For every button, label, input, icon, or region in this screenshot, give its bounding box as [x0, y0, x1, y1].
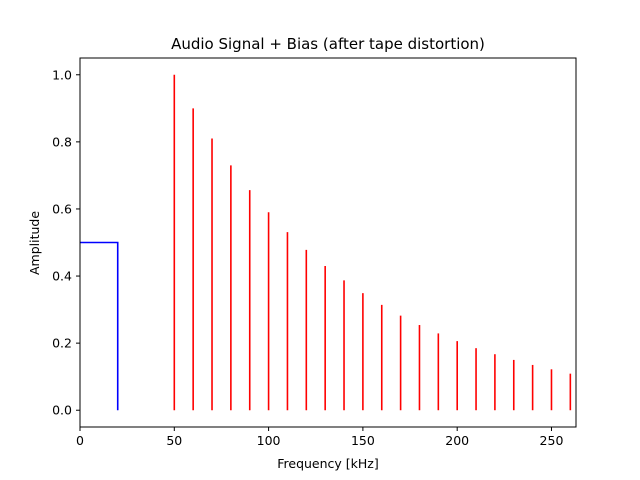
y-tick-label: 0.6	[52, 201, 72, 216]
plot-frame	[79, 57, 577, 428]
x-axis: 0 50 100 150 200 250	[76, 427, 563, 448]
y-tick-label: 0.8	[52, 134, 72, 149]
x-tick-label: 0	[76, 433, 84, 448]
y-tick-label: 0.0	[52, 403, 72, 418]
x-tick-label: 50	[166, 433, 182, 448]
x-tick-label: 200	[445, 433, 469, 448]
x-axis-label: Frequency [kHz]	[277, 456, 379, 471]
plot-marks	[80, 74, 572, 411]
x-tick-label: 150	[351, 433, 375, 448]
chart-title: Audio Signal + Bias (after tape distorti…	[171, 35, 485, 53]
y-axis: 0.0 0.2 0.4 0.6 0.8 1.0	[52, 67, 80, 418]
y-axis-label: Amplitude	[27, 211, 42, 275]
y-tick-label: 0.2	[52, 336, 72, 351]
y-tick-label: 0.4	[52, 269, 72, 284]
x-tick-label: 100	[257, 433, 281, 448]
series-0-line	[80, 241, 119, 411]
y-tick-label: 1.0	[52, 67, 72, 82]
x-tick-label: 250	[540, 433, 564, 448]
